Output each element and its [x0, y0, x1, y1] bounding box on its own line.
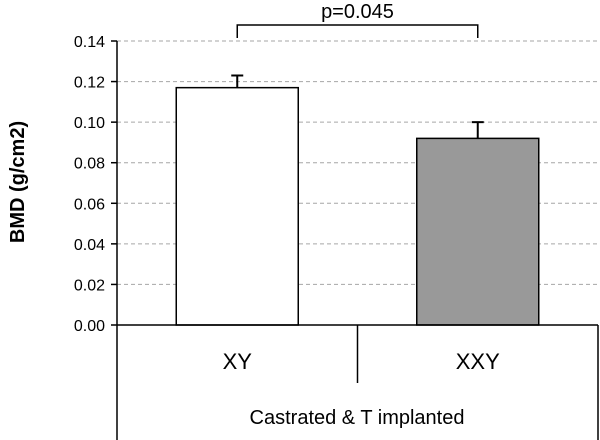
bar-xy — [175, 86, 299, 326]
y-tick-label: 0.04 — [74, 237, 105, 254]
y-tick-label: 0.00 — [74, 318, 105, 335]
x-category-label: XXY — [456, 349, 500, 374]
y-tick-label: 0.06 — [74, 196, 105, 213]
y-tick-label: 0.02 — [74, 277, 105, 294]
y-axis-ticks: 0.00 0.02 0.04 0.06 0.08 0.10 0.12 0.14 — [74, 34, 117, 335]
significance-bracket: p=0.045 — [236, 1, 479, 38]
axes — [116, 41, 599, 440]
y-tick-label: 0.14 — [74, 34, 105, 51]
bar-xxy — [416, 137, 540, 326]
x-category-label: XY — [223, 349, 253, 374]
category-labels: XY XXY — [223, 349, 501, 374]
p-value-label: p=0.045 — [321, 1, 394, 23]
y-tick-label: 0.10 — [74, 115, 105, 132]
y-axis-label: BMD (g/cm2) — [7, 121, 29, 243]
y-tick-label: 0.08 — [74, 156, 105, 173]
y-tick-label: 0.12 — [74, 75, 105, 92]
x-group-label: Castrated & T implanted — [250, 407, 465, 429]
bars — [175, 74, 540, 326]
bracket-line — [236, 24, 479, 38]
